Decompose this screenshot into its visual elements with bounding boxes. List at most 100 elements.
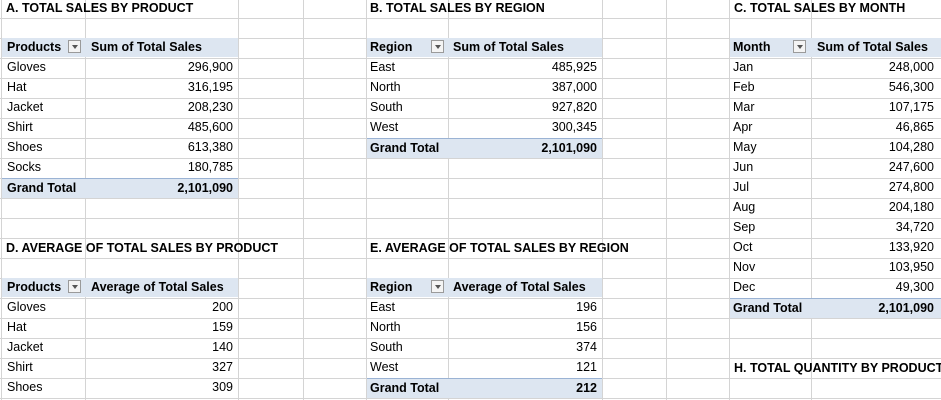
pivot-c-row-value[interactable]: 49,300 <box>895 280 934 294</box>
pivot-c-row-value[interactable]: 104,280 <box>888 140 934 154</box>
pivot-a-row-value[interactable]: 613,380 <box>187 140 233 154</box>
pivot-e-grand-total-row[interactable]: Grand Total 212 <box>367 378 602 398</box>
pivot-c-row-label[interactable]: Jul <box>733 180 749 194</box>
pivot-c-row-value[interactable]: 274,800 <box>888 180 934 194</box>
gridline <box>0 318 941 319</box>
pivot-d-row-label[interactable]: Jacket <box>7 340 44 354</box>
pivot-c-row-label[interactable]: Oct <box>733 240 753 254</box>
pivot-c-row-value[interactable]: 248,000 <box>888 60 934 74</box>
pivot-a-row-label[interactable]: Gloves <box>7 60 46 74</box>
pivot-d-header-row: Products Average of Total Sales <box>2 278 238 297</box>
pivot-e-row-header: Region <box>370 280 413 294</box>
pivot-e-row-label[interactable]: North <box>370 320 401 334</box>
pivot-d-row-value[interactable]: 327 <box>212 360 233 374</box>
pivot-a-row-label[interactable]: Jacket <box>7 100 44 114</box>
pivot-c-row-label[interactable]: Jan <box>733 60 754 74</box>
pivot-d-row-value[interactable]: 159 <box>212 320 233 334</box>
pivot-e-row-value[interactable]: 121 <box>576 360 597 374</box>
pivot-c-row-label[interactable]: Aug <box>733 200 756 214</box>
pivot-b-value-header: Sum of Total Sales <box>453 40 564 54</box>
pivot-c-row-label[interactable]: Feb <box>733 80 755 94</box>
pivot-c-row-value[interactable]: 107,175 <box>888 100 934 114</box>
pivot-b-row-value[interactable]: 927,820 <box>551 100 597 114</box>
pivot-e-row-value[interactable]: 156 <box>576 320 597 334</box>
gridline <box>0 118 941 119</box>
pivot-d-value-header: Average of Total Sales <box>91 280 224 294</box>
pivot-d-row-label[interactable]: Gloves <box>7 300 46 314</box>
pivot-a-row-value[interactable]: 208,230 <box>187 100 233 114</box>
pivot-b-grand-total-row[interactable]: Grand Total 2,101,090 <box>367 138 602 158</box>
pivot-a-row-label[interactable]: Shirt <box>7 120 33 134</box>
pivot-c-grand-total-row[interactable]: Grand Total 2,101,090 <box>730 298 941 318</box>
gridline <box>0 98 941 99</box>
pivot-c-row-label[interactable]: Jun <box>733 160 754 174</box>
pivot-c-row-value[interactable]: 34,720 <box>895 220 934 234</box>
pivot-d-row-label[interactable]: Shoes <box>7 380 43 394</box>
pivot-d-row-label[interactable]: Hat <box>7 320 27 334</box>
chevron-down-icon[interactable] <box>68 40 81 53</box>
pivot-c-row-value[interactable]: 133,920 <box>888 240 934 254</box>
pivot-c-row-label[interactable]: Dec <box>733 280 756 294</box>
pivot-e-row-value[interactable]: 374 <box>576 340 597 354</box>
pivot-b-row-value[interactable]: 387,000 <box>551 80 597 94</box>
pivot-d-row-value[interactable]: 140 <box>212 340 233 354</box>
pivot-b-row-label[interactable]: East <box>370 60 396 74</box>
pivot-d-row-value[interactable]: 309 <box>212 380 233 394</box>
pivot-a-row-value[interactable]: 180,785 <box>187 160 233 174</box>
pivot-e-grand-total-value: 212 <box>576 381 597 395</box>
pivot-a-row-value[interactable]: 485,600 <box>187 120 233 134</box>
chevron-down-icon[interactable] <box>431 280 444 293</box>
pivot-e-row-label[interactable]: South <box>370 340 403 354</box>
gridline <box>0 198 941 199</box>
pivot-e-row-value[interactable]: 196 <box>576 300 597 314</box>
chevron-down-icon[interactable] <box>793 40 806 53</box>
pivot-b-row-header: Region <box>370 40 413 54</box>
pivot-d-row-label[interactable]: Shirt <box>7 360 33 374</box>
pivot-c-row-label[interactable]: Nov <box>733 260 756 274</box>
pivot-b-header-row: Region Sum of Total Sales <box>367 38 602 57</box>
pivot-c-row-label[interactable]: Sep <box>733 220 756 234</box>
pivot-b-row-label[interactable]: West <box>370 120 399 134</box>
gridline <box>666 0 667 400</box>
gridline <box>0 18 941 19</box>
pivot-b-grand-total-label: Grand Total <box>370 141 440 155</box>
section-title-h: H. TOTAL QUANTITY BY PRODUCT <box>734 361 941 375</box>
pivot-a-grand-total-label: Grand Total <box>7 181 77 195</box>
gridline <box>0 298 941 299</box>
pivot-b-grand-total-value: 2,101,090 <box>541 141 597 155</box>
gridline <box>0 398 941 399</box>
pivot-c-row-value[interactable]: 204,180 <box>888 200 934 214</box>
pivot-a-grand-total-row[interactable]: Grand Total 2,101,090 <box>2 178 238 198</box>
pivot-e-row-label[interactable]: West <box>370 360 399 374</box>
pivot-c-grand-total-label: Grand Total <box>733 301 803 315</box>
pivot-a-row-label[interactable]: Shoes <box>7 140 43 154</box>
pivot-d-row-value[interactable]: 200 <box>212 300 233 314</box>
pivot-c-row-value[interactable]: 247,600 <box>888 160 934 174</box>
pivot-a-row-value[interactable]: 316,195 <box>187 80 233 94</box>
pivot-a-row-value[interactable]: 296,900 <box>187 60 233 74</box>
pivot-c-row-label[interactable]: Apr <box>733 120 753 134</box>
gridline <box>729 0 730 400</box>
pivot-b-row-value[interactable]: 300,345 <box>551 120 597 134</box>
pivot-a-row-label[interactable]: Hat <box>7 80 27 94</box>
pivot-e-row-label[interactable]: East <box>370 300 396 314</box>
gridline <box>811 0 812 400</box>
pivot-c-row-value[interactable]: 46,865 <box>895 120 934 134</box>
pivot-b-row-value[interactable]: 485,925 <box>551 60 597 74</box>
chevron-down-icon[interactable] <box>68 280 81 293</box>
pivot-c-row-value[interactable]: 546,300 <box>888 80 934 94</box>
pivot-a-grand-total-value: 2,101,090 <box>177 181 233 195</box>
pivot-a-row-header: Products <box>7 40 62 54</box>
pivot-e-header-row: Region Average of Total Sales <box>367 278 602 297</box>
section-title-a: A. TOTAL SALES BY PRODUCT <box>6 1 194 15</box>
pivot-c-row-label[interactable]: May <box>733 140 757 154</box>
pivot-b-row-label[interactable]: North <box>370 80 401 94</box>
chevron-down-icon[interactable] <box>431 40 444 53</box>
pivot-b-row-label[interactable]: South <box>370 100 403 114</box>
gridline <box>0 78 941 79</box>
gridline <box>0 358 941 359</box>
pivot-a-row-label[interactable]: Socks <box>7 160 42 174</box>
pivot-c-row-label[interactable]: Mar <box>733 100 755 114</box>
pivot-c-row-value[interactable]: 103,950 <box>888 260 934 274</box>
